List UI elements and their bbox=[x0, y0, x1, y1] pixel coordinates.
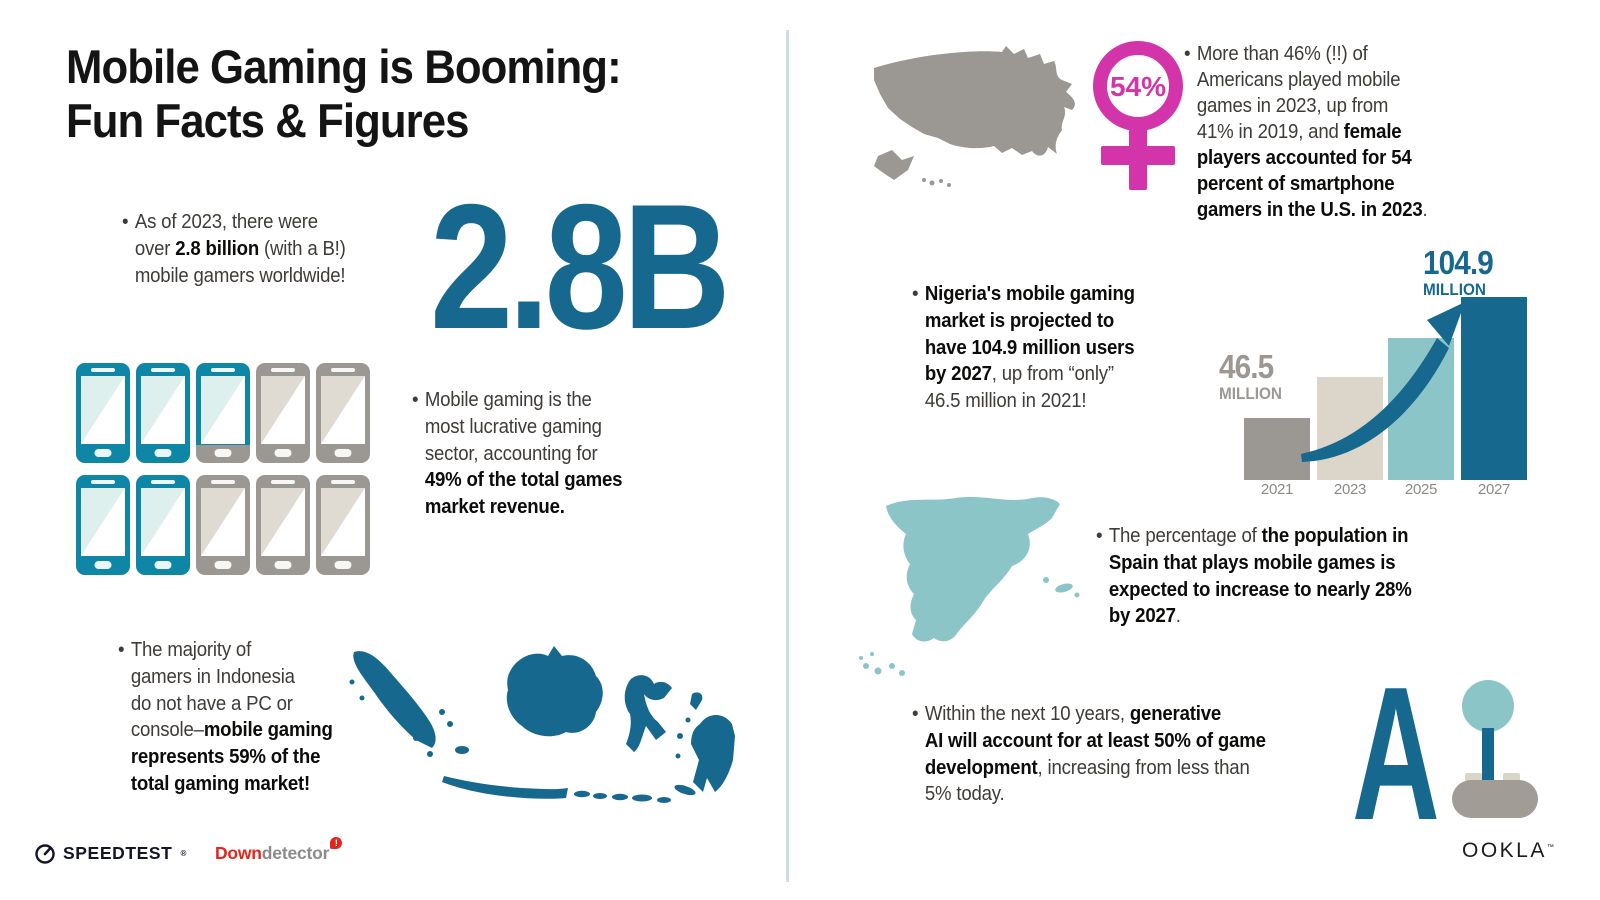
chart-bar-2027 bbox=[1461, 297, 1527, 480]
fact-indonesia-text: The majority of gamers in Indonesia do n… bbox=[130, 639, 333, 795]
ai-joystick-graphic: A bbox=[1328, 652, 1556, 849]
fact-nigeria-text: Nigeria's mobile gaming market is projec… bbox=[924, 283, 1135, 413]
spain-map bbox=[859, 497, 1080, 676]
fact-us-text: More than 46% (!!) of Americans played m… bbox=[1196, 43, 1428, 221]
speedtest-logo: SPEEDTEST ® bbox=[34, 842, 187, 864]
phone-grid bbox=[76, 363, 376, 579]
chart-bar-2021 bbox=[1244, 418, 1310, 480]
chart-bar-2025 bbox=[1388, 338, 1454, 480]
chart-x-label: 2021 bbox=[1260, 481, 1294, 498]
trademark-mark: ™ bbox=[1546, 844, 1554, 851]
downdetector-word-down: Down bbox=[214, 842, 262, 863]
fact-us: • More than 46% (!!) of Americans played… bbox=[1184, 41, 1472, 223]
ai-letter-a: A bbox=[1352, 648, 1440, 860]
downdetector-logo: Downdetector ! bbox=[214, 836, 343, 864]
chart-end-label: 104.9 MILLION bbox=[1423, 246, 1501, 298]
phone-icon bbox=[196, 363, 250, 463]
chart-x-label: 2027 bbox=[1477, 481, 1511, 498]
speedtest-wordmark: SPEEDTEST bbox=[63, 842, 173, 863]
phone-icon bbox=[76, 363, 130, 463]
joystick-stem-icon bbox=[1482, 728, 1494, 786]
joystick-button-icon bbox=[1465, 773, 1482, 782]
page-title-line2: Fun Facts & Figures bbox=[66, 93, 469, 147]
fact-revenue: • Mobile gaming is the most lucrative ga… bbox=[412, 387, 700, 521]
page-title-line1: Mobile Gaming is Booming: bbox=[66, 40, 622, 93]
phone-icon bbox=[256, 363, 310, 463]
fact-gamers: • As of 2023, there were over 2.8 billio… bbox=[122, 209, 410, 289]
female-badge-54: 54% bbox=[1110, 71, 1166, 102]
speedtest-gauge-icon bbox=[35, 844, 55, 864]
indonesia-map bbox=[349, 646, 735, 803]
fact-gamers-text: As of 2023, there were over 2.8 billion … bbox=[134, 211, 346, 287]
column-divider bbox=[786, 30, 789, 882]
chart-start-label: 46.5 MILLION bbox=[1219, 350, 1289, 402]
fact-revenue-text: Mobile gaming is the most lucrative gami… bbox=[424, 389, 623, 519]
chart-start-unit: MILLION bbox=[1219, 384, 1282, 403]
ookla-logo: OOKLA™ bbox=[1462, 839, 1554, 863]
fact-nigeria: • Nigeria's mobile gaming market is proj… bbox=[912, 281, 1200, 415]
chart-end-unit: MILLION bbox=[1423, 280, 1486, 299]
bullet-marker: • bbox=[912, 703, 919, 725]
bullet-marker: • bbox=[912, 283, 919, 305]
downdetector-word-detector: detector bbox=[261, 842, 330, 863]
usa-map bbox=[874, 46, 1075, 187]
phone-icon bbox=[136, 475, 190, 575]
chart-start-value: 46.5 bbox=[1219, 348, 1274, 385]
phone-icon bbox=[316, 363, 370, 463]
bullet-marker: • bbox=[118, 639, 125, 661]
fact-ai: • Within the next 10 years, generative A… bbox=[912, 701, 1312, 808]
phone-icon bbox=[256, 475, 310, 575]
page-title: Mobile Gaming is Booming: Fun Facts & Fi… bbox=[66, 40, 622, 147]
bullet-marker: • bbox=[412, 389, 419, 411]
bullet-marker: • bbox=[1096, 525, 1103, 547]
ookla-wordmark: OOKLA bbox=[1462, 839, 1547, 862]
fact-ai-text: Within the next 10 years, generative AI … bbox=[924, 703, 1266, 806]
joystick-ball-icon bbox=[1462, 680, 1514, 732]
joystick-base-icon bbox=[1452, 780, 1538, 818]
female-symbol: 54% bbox=[1093, 41, 1183, 190]
joystick-button-icon bbox=[1503, 773, 1520, 782]
nigeria-bar-chart: 2021 2023 2025 2027 46.5 MILLION 104.9 MILL… bbox=[1215, 244, 1533, 498]
chart-x-label: 2023 bbox=[1333, 481, 1367, 498]
fact-indonesia: • The majority of gamers in Indonesia do… bbox=[118, 637, 397, 798]
fact-spain-text: The percentage of the population in Spai… bbox=[1108, 525, 1412, 628]
fact-spain: • The percentage of the population in Sp… bbox=[1096, 523, 1477, 630]
bullet-marker: • bbox=[122, 211, 129, 233]
footer-brand-row: SPEEDTEST ® Downdetector ! bbox=[34, 836, 343, 864]
chart-x-label: 2025 bbox=[1404, 481, 1438, 498]
registered-mark: ® bbox=[180, 848, 187, 858]
phone-icon bbox=[196, 475, 250, 575]
chart-bar-2023 bbox=[1317, 377, 1383, 480]
big-stat-2-8b: 2.8B bbox=[430, 167, 731, 366]
phone-icon bbox=[136, 363, 190, 463]
bullet-marker: • bbox=[1184, 43, 1191, 65]
downdetector-exclamation-badge: ! bbox=[330, 836, 343, 849]
chart-end-value: 104.9 bbox=[1423, 244, 1494, 281]
phone-icon bbox=[76, 475, 130, 575]
phone-icon bbox=[316, 475, 370, 575]
